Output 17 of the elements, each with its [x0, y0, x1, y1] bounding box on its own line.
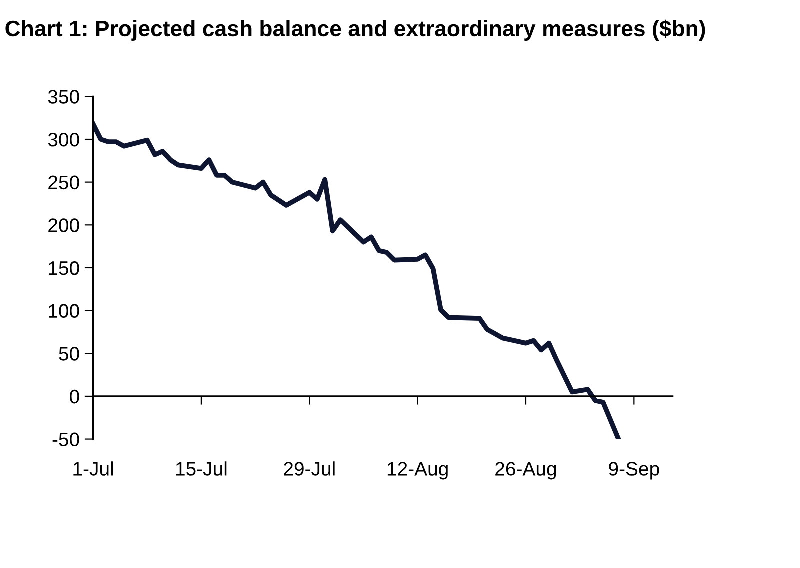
- x-tick-label: 12-Aug: [388, 462, 448, 480]
- y-tick-label: 100: [49, 304, 80, 318]
- x-tick-label: 26-Aug: [496, 462, 556, 480]
- line-series: [93, 122, 622, 440]
- x-tick-label: 29-Jul: [284, 462, 335, 476]
- x-tick-label: 9-Sep: [609, 462, 660, 480]
- y-tick-label: 250: [48, 176, 80, 190]
- y-tick-label: 300: [48, 132, 80, 147]
- y-tick-label: -50: [52, 432, 80, 447]
- x-tick-label: 15-Jul: [176, 462, 227, 476]
- y-tick-label: 50: [59, 347, 80, 361]
- y-tick-label: 150: [49, 261, 80, 276]
- x-tick-label: 1-Jul: [74, 462, 114, 476]
- y-tick-label: 0: [70, 390, 80, 404]
- y-tick-label: 200: [48, 218, 80, 232]
- chart-title: Chart 1: Projected cash balance and extraordinary measures ($bn): [6, 20, 706, 41]
- y-tick-label: 350: [48, 90, 80, 104]
